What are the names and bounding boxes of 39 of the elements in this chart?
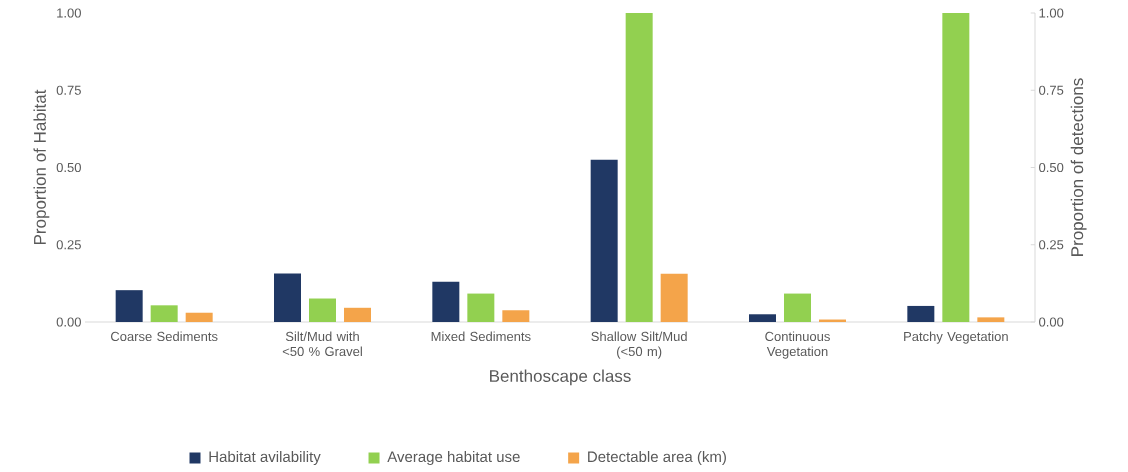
bar <box>432 281 460 322</box>
y2-axis-title: Proportion of detections <box>1070 78 1087 256</box>
bar <box>502 310 530 322</box>
legend-label: Habitat avilability <box>209 451 321 465</box>
y-tick-label: 1.00 <box>57 8 81 18</box>
x-tick-label: Coarse Sediments <box>111 331 218 342</box>
bar <box>749 314 776 322</box>
bar <box>309 298 336 322</box>
x-tick-label: Mixed Sediments <box>431 331 531 342</box>
y-axis-title: Proportion of Habitat <box>33 89 50 245</box>
bar <box>907 305 935 322</box>
x-axis-title: Benthoscape class <box>490 369 631 386</box>
y2-tick-label: 0.00 <box>1039 317 1064 327</box>
y-tick-label: 0.00 <box>56 317 81 327</box>
y-tick-label: 0.50 <box>56 162 81 173</box>
y-tick-label: 0.75 <box>56 85 81 95</box>
bar <box>660 273 688 322</box>
y2-tick-label: 1.00 <box>1039 8 1064 18</box>
bar <box>344 307 371 322</box>
legend-label: Detectable area (km) <box>588 451 726 465</box>
bar <box>115 290 143 322</box>
bar <box>274 273 301 322</box>
y-tick-label: 0.25 <box>56 240 81 250</box>
bar <box>784 293 812 322</box>
bar <box>625 13 653 322</box>
bar <box>590 159 618 322</box>
x-tick-label: Continuous Vegetation <box>765 331 830 359</box>
bar <box>942 13 970 322</box>
bar <box>467 293 495 322</box>
x-tick-label: Shallow Silt/Mud (<50 m) <box>591 331 687 359</box>
bar <box>977 317 1005 322</box>
x-tick-label: Patchy Vegetation <box>904 331 1008 344</box>
x-tick-label: Silt/Mud with <50 % Gravel <box>282 331 362 357</box>
legend-label: Average habitat use <box>387 451 520 465</box>
bar <box>185 312 213 322</box>
y2-tick-label: 0.50 <box>1039 162 1064 173</box>
bar <box>150 305 178 322</box>
y2-tick-label: 0.75 <box>1039 85 1064 95</box>
y2-tick-label: 0.25 <box>1039 240 1064 250</box>
